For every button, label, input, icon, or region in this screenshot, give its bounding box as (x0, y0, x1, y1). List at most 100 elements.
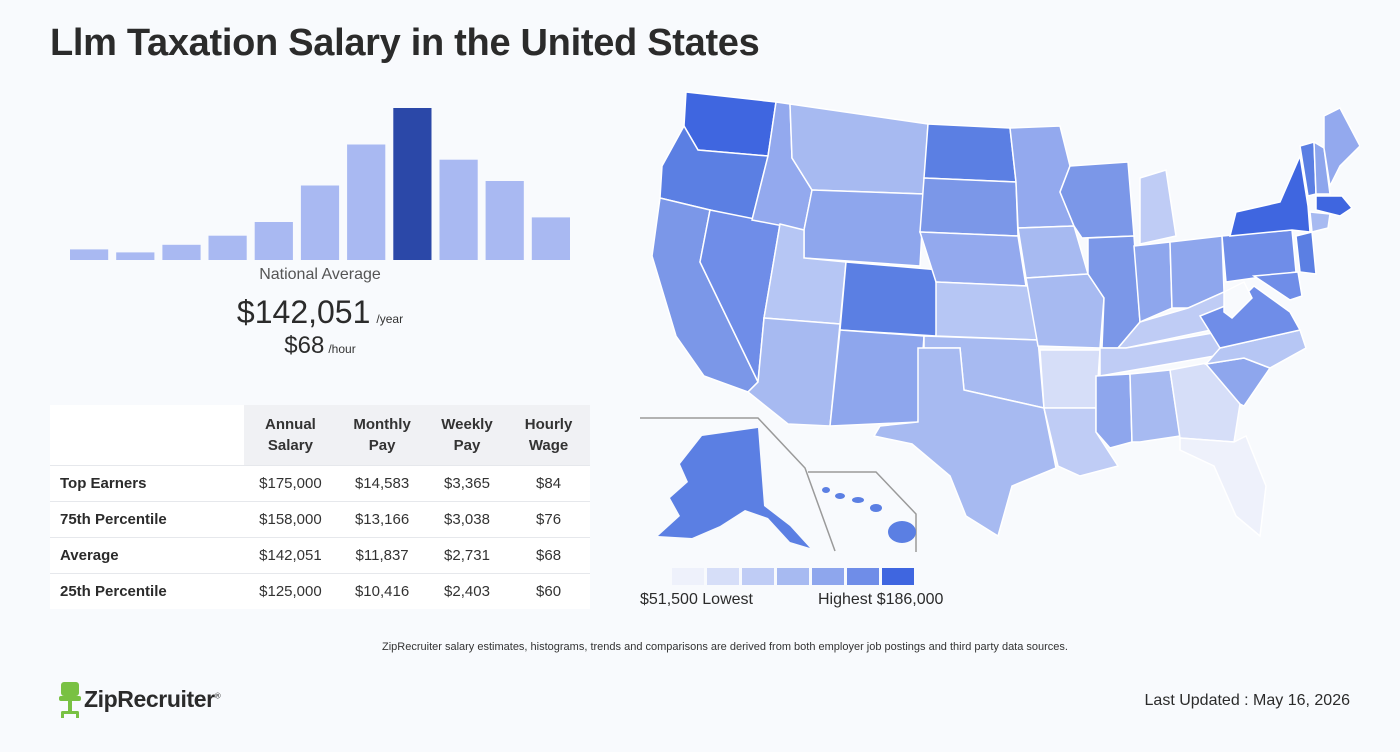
table-cell: $76 (507, 501, 590, 538)
salary-table-header: Annual Salary Monthly Pay Weekly Pay Hou… (50, 405, 590, 466)
legend-swatch (812, 568, 844, 585)
state-missouri (1025, 273, 1105, 349)
last-updated: Last Updated : May 16, 2026 (1144, 692, 1350, 709)
legend-swatch (707, 568, 739, 585)
table-header-monthly: Monthly Pay (337, 405, 427, 466)
row-label: 75th Percentile (50, 501, 244, 538)
legend-swatch (742, 568, 774, 585)
hourly-wage-value: $68 (284, 332, 325, 359)
state-new-york (1229, 153, 1311, 237)
state-north-dakota (923, 123, 1017, 183)
state-arkansas (1039, 349, 1101, 409)
table-row: 25th Percentile $125,000 $10,416 $2,403 … (50, 573, 590, 609)
state-minnesota (1009, 125, 1076, 229)
state-new-hampshire (1313, 140, 1331, 195)
histogram-bar (347, 144, 386, 260)
header-text: Monthly Pay (353, 416, 411, 454)
table-cell: $2,403 (426, 573, 508, 609)
table-cell: $13,166 (337, 501, 427, 538)
state-new-jersey (1295, 231, 1317, 275)
table-header-weekly: Weekly Pay (426, 405, 508, 466)
histogram-bar (439, 159, 478, 260)
state-hawaii (822, 487, 916, 543)
legend-swatch (847, 568, 879, 585)
histogram-bar (116, 252, 155, 260)
ziprecruiter-logo[interactable]: ZipRecruiter® (84, 686, 221, 713)
table-cell: $11,837 (337, 537, 427, 574)
state-alabama (1129, 369, 1181, 443)
table-cell: $158,000 (243, 501, 338, 538)
table-row: Average $142,051 $11,837 $2,731 $68 (50, 537, 590, 574)
annual-salary-display: $142,051/year (70, 294, 570, 331)
header-text: Hourly Wage (524, 416, 573, 454)
state-mississippi (1095, 373, 1133, 449)
table-cell: $10,416 (337, 573, 427, 609)
annual-salary-unit: /year (376, 312, 404, 326)
table-cell: $84 (507, 465, 590, 502)
state-michigan (1139, 169, 1177, 245)
state-indiana (1133, 241, 1173, 324)
table-cell: $3,365 (426, 465, 508, 502)
table-cell: $125,000 (243, 573, 338, 609)
state-maine (1323, 107, 1361, 189)
lower-48-states (651, 91, 1361, 538)
state-arizona (746, 317, 841, 427)
state-connecticut (1309, 211, 1331, 233)
annual-salary-value: $142,051 (236, 294, 371, 330)
alaska-inset-frame (640, 417, 836, 552)
table-header-annual: Annual Salary (243, 405, 338, 466)
table-cell: $14,583 (337, 465, 427, 502)
header-text: Weekly Pay (441, 416, 493, 454)
state-maryland (1251, 271, 1303, 301)
hawaii-inset-frame (808, 471, 917, 552)
salary-histogram (70, 100, 570, 260)
histogram-bar (254, 222, 293, 260)
national-average-label: National Average (259, 266, 381, 283)
legend-low-label: $51,500 Lowest (640, 591, 753, 608)
table-cell: $68 (507, 537, 590, 574)
state-wyoming (803, 189, 925, 267)
salary-table: Annual Salary Monthly Pay Weekly Pay Hou… (50, 405, 590, 609)
data-source-disclaimer: ZipRecruiter salary estimates, histogram… (382, 641, 1068, 653)
histogram-bar (70, 249, 109, 260)
state-iowa (1017, 225, 1089, 279)
row-label: Average (50, 537, 244, 574)
table-row: 75th Percentile $158,000 $13,166 $3,038 … (50, 501, 590, 538)
state-montana (789, 103, 929, 195)
histogram-bar (300, 185, 340, 260)
table-header-blank (50, 405, 244, 466)
state-kansas (935, 281, 1039, 341)
histogram-bar (208, 235, 247, 260)
brand-name: ZipRecruiter (84, 686, 215, 712)
histogram-bar (485, 181, 524, 260)
histogram-bar (531, 217, 570, 260)
row-label: 25th Percentile (50, 573, 244, 609)
legend-swatch (672, 568, 704, 585)
state-texas (872, 347, 1057, 538)
table-cell: $142,051 (243, 537, 338, 574)
table-cell: $3,038 (426, 501, 508, 538)
state-new-mexico (829, 329, 925, 427)
state-wisconsin (1059, 161, 1135, 239)
state-washington (683, 91, 777, 157)
map-legend (672, 568, 917, 586)
state-south-dakota (919, 177, 1019, 237)
legend-high-label: Highest $186,000 (818, 591, 944, 608)
table-cell: $60 (507, 573, 590, 609)
legend-swatch (882, 568, 914, 585)
page-title: Llm Taxation Salary in the United States (50, 22, 760, 64)
state-massachusetts (1315, 195, 1354, 217)
histogram-bar-national-average (393, 108, 432, 260)
us-salary-map (640, 86, 1361, 556)
table-row: Top Earners $175,000 $14,583 $3,365 $84 (50, 465, 590, 502)
ziprecruiter-chair-icon (59, 682, 81, 718)
table-header-hourly: Hourly Wage (507, 405, 590, 466)
state-colorado (839, 261, 941, 337)
state-west-virginia (1223, 280, 1253, 319)
table-cell: $175,000 (243, 465, 338, 502)
state-nebraska (918, 231, 1027, 287)
row-label: Top Earners (50, 465, 244, 502)
histogram-bar (162, 244, 201, 260)
registered-mark: ® (214, 691, 221, 701)
hourly-wage-unit: /hour (328, 342, 356, 356)
